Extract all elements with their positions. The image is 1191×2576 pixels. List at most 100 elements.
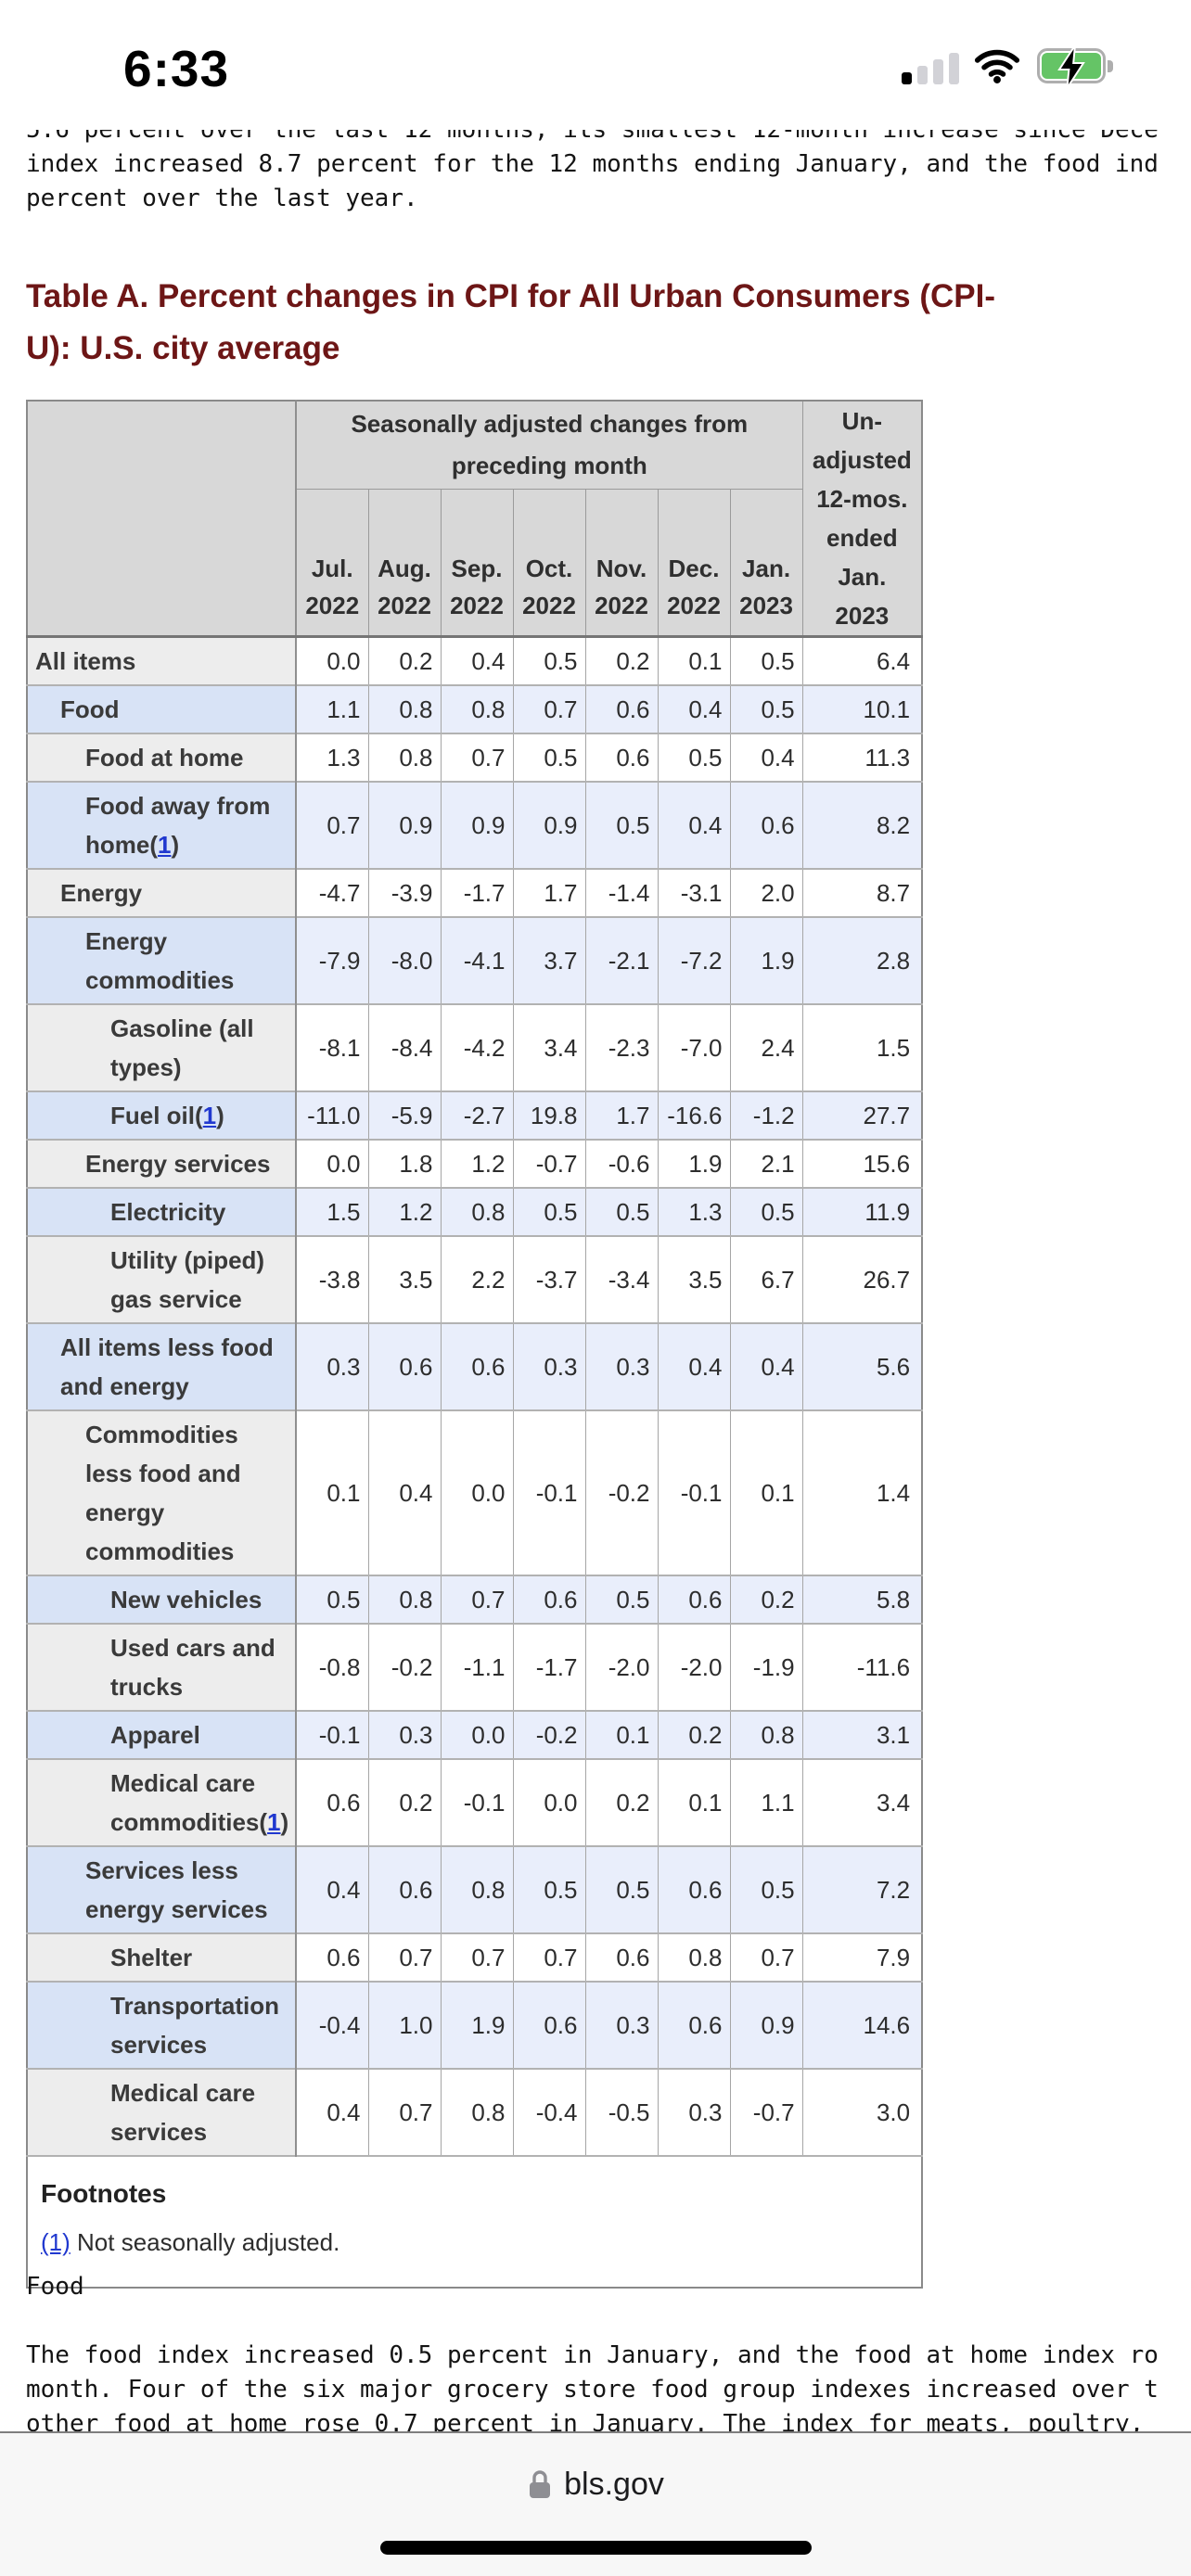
table-row: Used cars and trucks -0.8 -0.2 -1.1 -1.7 -2.0… <box>26 1623 923 1712</box>
month-value-cell: 0.5 <box>729 635 803 686</box>
month-value-cell: 0.6 <box>729 781 803 870</box>
month-value-cell: 0.9 <box>440 781 514 870</box>
month-value-cell: 0.1 <box>657 1758 731 1847</box>
cellular-signal-icon <box>902 51 961 84</box>
month-value-cell: 0.5 <box>729 1845 803 1934</box>
table-row: Services less energy services 0.4 0.6 0.8 0.… <box>26 1845 923 1934</box>
month-value-cell: -8.0 <box>367 916 442 1005</box>
month-value-cell: 0.2 <box>367 635 442 686</box>
yoy-value-cell: 6.4 <box>801 635 923 686</box>
month-value-cell: -0.4 <box>512 2068 586 2157</box>
month-header-cell: Jul. 2022 <box>295 489 369 637</box>
month-value-cell: 0.8 <box>440 1187 514 1237</box>
month-value-cell: 1.1 <box>295 684 369 734</box>
yoy-value-cell: 3.4 <box>801 1758 923 1847</box>
yoy-value-cell: 2.8 <box>801 916 923 1005</box>
yoy-value-cell: 26.7 <box>801 1235 923 1324</box>
month-value-cell: 0.9 <box>367 781 442 870</box>
month-value-cell: 0.8 <box>440 1845 514 1934</box>
table-header: Seasonally adjusted changes from precedi… <box>26 400 923 637</box>
url-row[interactable]: bls.gov <box>0 2467 1191 2503</box>
charging-bolt-icon <box>1057 45 1085 88</box>
yoy-value-cell: 8.2 <box>801 781 923 870</box>
month-value-cell: 0.2 <box>729 1575 803 1625</box>
footnote-link[interactable]: 1 <box>267 1808 281 1836</box>
month-value-cell: 0.6 <box>584 733 659 783</box>
month-value-cell: 0.6 <box>367 1845 442 1934</box>
unadjusted-header-cell: Un-adjusted 12-mos. ended Jan. 2023 <box>801 400 923 637</box>
row-label: Medical care commodities(1) <box>26 1758 297 1847</box>
footnote-text: Not seasonally adjusted. <box>70 2228 340 2256</box>
month-value-cell: 0.1 <box>657 635 731 686</box>
month-value-cell: -2.1 <box>584 916 659 1005</box>
row-label: Energy <box>26 868 297 918</box>
month-value-cell: -0.1 <box>512 1409 586 1576</box>
month-value-cell: 1.8 <box>367 1139 442 1189</box>
month-value-cell: -4.2 <box>440 1003 514 1092</box>
yoy-value-cell: 10.1 <box>801 684 923 734</box>
month-value-cell: -8.4 <box>367 1003 442 1092</box>
footnote-item: (1) Not seasonally adjusted. <box>41 2222 908 2263</box>
footnote-link[interactable]: 1 <box>202 1102 217 1129</box>
month-value-cell: 0.0 <box>295 1139 369 1189</box>
month-value-cell: -1.9 <box>729 1623 803 1712</box>
month-value-cell: -3.8 <box>295 1235 369 1324</box>
month-value-cell: 0.7 <box>440 733 514 783</box>
row-label: Used cars and trucks <box>26 1623 297 1712</box>
month-value-cell: 1.1 <box>729 1758 803 1847</box>
yoy-value-cell: 14.6 <box>801 1981 923 2070</box>
table-row: Electricity 1.5 1.2 0.8 0.5 0.5 1.3 0.5 11.9 <box>26 1187 923 1237</box>
month-header-cell: Sep. 2022 <box>440 489 514 637</box>
table-body: All items 0.0 0.2 0.4 0.5 0.2 0.1 0.5 6.4 Food 1.1… <box>26 635 923 2157</box>
month-value-cell: 0.6 <box>367 1322 442 1411</box>
month-value-cell: 0.4 <box>657 781 731 870</box>
row-label: All items <box>26 635 297 686</box>
month-value-cell: -3.4 <box>584 1235 659 1324</box>
table-row: Food at home 1.3 0.8 0.7 0.5 0.6 0.5 0.4 11.3 <box>26 733 923 783</box>
month-value-cell: 0.5 <box>512 733 586 783</box>
month-value-cell: 0.7 <box>512 684 586 734</box>
month-value-cell: -2.3 <box>584 1003 659 1092</box>
month-value-cell: 0.5 <box>512 1845 586 1934</box>
footnote-anchor-link[interactable]: (1) <box>41 2228 70 2256</box>
footnote-link[interactable]: 1 <box>158 831 172 859</box>
month-value-cell: -7.2 <box>657 916 731 1005</box>
yoy-value-cell: 11.9 <box>801 1187 923 1237</box>
table-row: Fuel oil(1) -11.0 -5.9 -2.7 19.8 1.7 -16.6 -1.2… <box>26 1090 923 1141</box>
month-value-cell: -7.9 <box>295 916 369 1005</box>
month-value-cell: 0.6 <box>584 684 659 734</box>
corner-header-cell <box>26 400 297 637</box>
month-value-cell: -1.7 <box>512 1623 586 1712</box>
safari-bottom-bar[interactable]: bls.gov <box>0 2431 1191 2576</box>
intro-line: index increased 8.7 percent for the 12 m… <box>26 150 1159 178</box>
row-label: Gasoline (all types) <box>26 1003 297 1092</box>
month-value-cell: -0.4 <box>295 1981 369 2070</box>
month-value-cell: 0.5 <box>584 1845 659 1934</box>
cpi-table: Seasonally adjusted changes from precedi… <box>26 400 924 2289</box>
row-label: Medical care services <box>26 2068 297 2157</box>
row-label: Electricity <box>26 1187 297 1237</box>
below-paragraph: Food The food index increased 0.5 percent… <box>26 2270 1191 2442</box>
month-value-cell: 0.5 <box>584 1187 659 1237</box>
month-value-cell: -0.2 <box>584 1409 659 1576</box>
month-value-cell: 6.7 <box>729 1235 803 1324</box>
month-value-cell: 0.3 <box>584 1322 659 1411</box>
month-value-cell: 0.3 <box>295 1322 369 1411</box>
yoy-value-cell: 5.8 <box>801 1575 923 1625</box>
month-value-cell: -0.2 <box>367 1623 442 1712</box>
month-value-cell: -5.9 <box>367 1090 442 1141</box>
month-value-cell: 0.4 <box>657 1322 731 1411</box>
yoy-value-cell: -11.6 <box>801 1623 923 1712</box>
home-indicator[interactable] <box>380 2541 812 2555</box>
yoy-value-cell: 27.7 <box>801 1090 923 1141</box>
table-row: All items 0.0 0.2 0.4 0.5 0.2 0.1 0.5 6.4 <box>26 635 923 686</box>
month-value-cell: 0.0 <box>512 1758 586 1847</box>
table-row: Apparel -0.1 0.3 0.0 -0.2 0.1 0.2 0.8 3.1 <box>26 1710 923 1760</box>
cpi-table-element: Seasonally adjusted changes from precedi… <box>26 400 924 2289</box>
wifi-icon <box>974 48 1020 88</box>
month-value-cell: 2.0 <box>729 868 803 918</box>
month-value-cell: 0.4 <box>657 684 731 734</box>
month-value-cell: 0.7 <box>512 1932 586 1983</box>
month-header-cell: Aug. 2022 <box>367 489 442 637</box>
